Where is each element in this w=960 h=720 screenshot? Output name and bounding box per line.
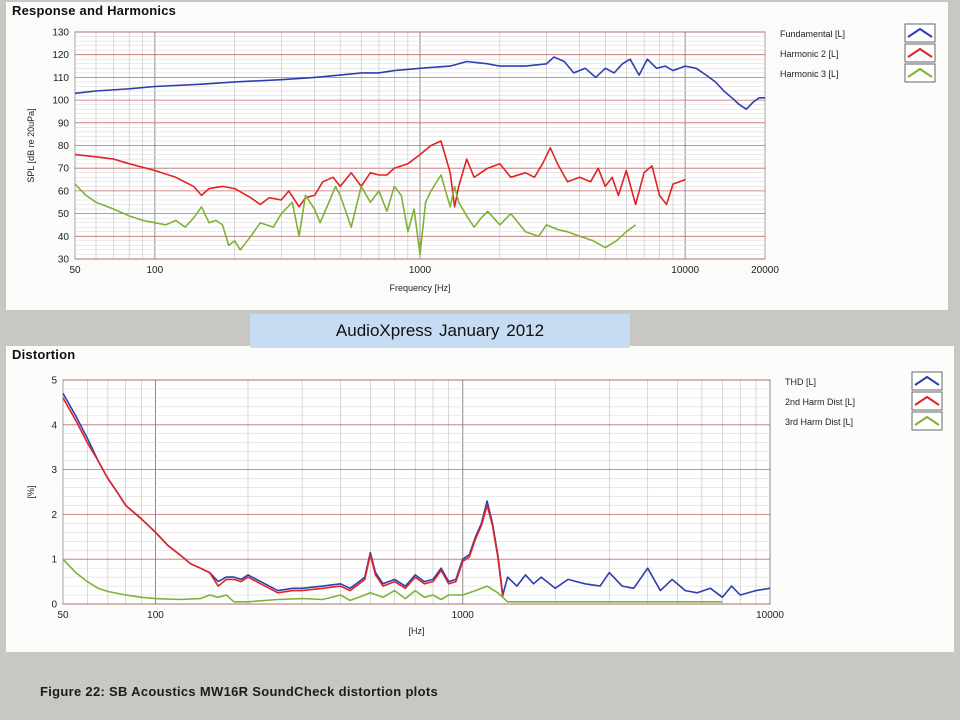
publication-banner: AudioXpress January 2012 — [250, 314, 630, 348]
response-harmonics-panel: Response and Harmonics — [6, 2, 948, 310]
distortion-panel: Distortion — [6, 346, 954, 652]
chart-title-distortion: Distortion — [12, 347, 76, 362]
figure-caption: Figure 22: SB Acoustics MW16R SoundCheck… — [40, 684, 438, 699]
chart-title-response: Response and Harmonics — [12, 3, 177, 18]
